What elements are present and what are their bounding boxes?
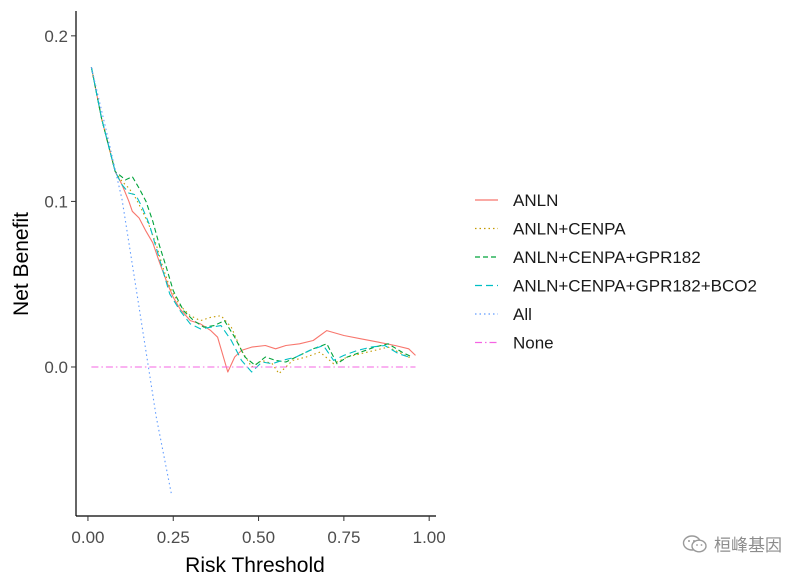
legend-label: All <box>513 305 532 324</box>
axes <box>75 11 436 517</box>
x-axis-title: Risk Threshold <box>185 554 325 577</box>
x-tick-label: 0.50 <box>242 528 275 547</box>
legend-label: ANLN <box>513 191 558 210</box>
y-axis-title: Net Benefit <box>10 212 33 316</box>
legend-item-anln-cenpa-gpr182: ANLN+CENPA+GPR182 <box>475 248 701 267</box>
y-tick-label: 0.2 <box>44 27 68 46</box>
x-tick-label: 0.25 <box>157 528 190 547</box>
y-tick-label: 0.0 <box>44 358 68 377</box>
x-tick-label: 1.00 <box>413 528 446 547</box>
ticks: 0.00 0.25 0.50 0.75 1.00 0.0 0.1 0.2 <box>44 27 445 547</box>
legend-item-anln-cenpa-gpr182-bco2: ANLN+CENPA+GPR182+BCO2 <box>475 277 757 296</box>
series-line-anln <box>90 67 416 373</box>
series-line-anln-cenpa-gpr182 <box>90 67 413 366</box>
legend-label: ANLN+CENPA <box>513 220 626 239</box>
legend-label: ANLN+CENPA+GPR182 <box>513 248 701 267</box>
y-tick-label: 0.1 <box>44 192 68 211</box>
legend-item-anln-cenpa: ANLN+CENPA <box>475 220 626 239</box>
series-line-anln-cenpa <box>90 67 413 375</box>
legend-label: ANLN+CENPA+GPR182+BCO2 <box>513 277 757 296</box>
series-line-all <box>90 67 173 495</box>
watermark: 桓峰基因 <box>682 531 782 556</box>
legend-item-none: None <box>475 334 554 353</box>
legend-item-anln: ANLN <box>475 191 558 210</box>
legend: ANLN ANLN+CENPA ANLN+CENPA+GPR182 ANLN+CENP… <box>475 191 757 353</box>
wechat-icon <box>682 534 707 553</box>
plot-lines <box>90 67 416 495</box>
series-line-anln-cenpa-gpr182-bco2 <box>90 67 409 373</box>
watermark-text: 桓峰基因 <box>714 536 782 556</box>
legend-item-all: All <box>475 305 532 324</box>
x-tick-label: 0.75 <box>327 528 360 547</box>
legend-label: None <box>513 334 554 353</box>
x-tick-label: 0.00 <box>71 528 104 547</box>
